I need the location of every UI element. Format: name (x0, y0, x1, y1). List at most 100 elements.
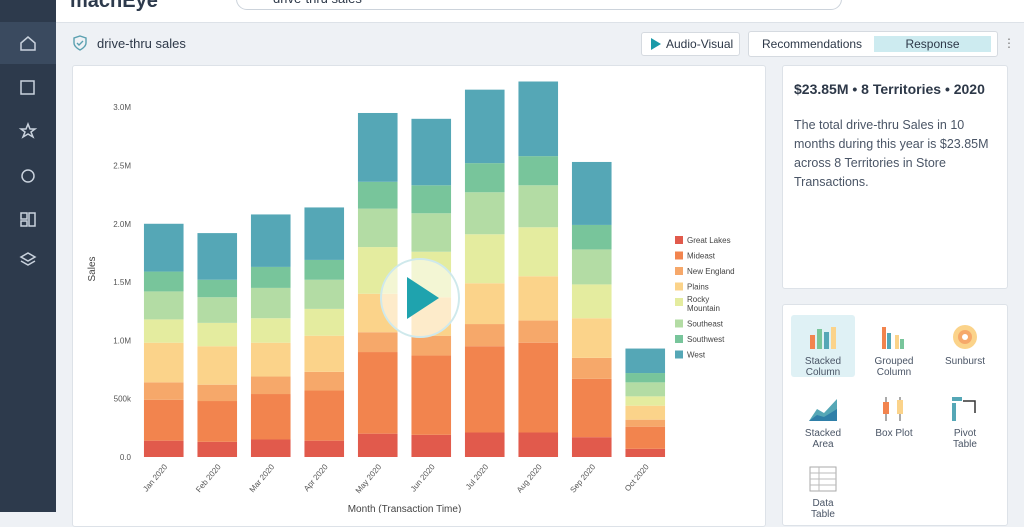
bar-segment (518, 342, 559, 433)
bar-segment (143, 440, 184, 457)
bar-segment (304, 335, 345, 372)
verified-icon (73, 35, 87, 51)
response-tab[interactable]: Response (874, 36, 991, 52)
legend-swatch (675, 236, 683, 244)
chart-type-icon (883, 397, 903, 421)
legend-label: Mideast (687, 252, 716, 261)
bar-segment (143, 271, 184, 292)
history-icon[interactable] (21, 169, 35, 183)
bar-segment (464, 346, 505, 433)
summary-text: The total drive-thru Sales in 10 months … (794, 118, 989, 189)
y-tick-label: 500k (114, 395, 132, 404)
bar-segment (197, 322, 238, 347)
bar-segment (304, 308, 345, 336)
search-box[interactable]: drive-thru sales (236, 0, 842, 10)
bar-segment (411, 185, 452, 214)
bar-segment (250, 394, 291, 440)
bar-segment (143, 382, 184, 400)
y-tick-label: 1.5M (113, 278, 131, 287)
chart-type-option[interactable]: Box Plot (862, 387, 926, 439)
x-tick-label: Jan 2020 (141, 462, 169, 493)
layers-icon[interactable] (19, 252, 37, 266)
bar-segment (518, 185, 559, 228)
home-icon[interactable] (20, 36, 36, 51)
bar-segment (518, 432, 559, 457)
chart-type-icon (810, 327, 836, 349)
bar-segment (357, 332, 398, 353)
bar-segment (625, 448, 666, 457)
bar-segment (518, 276, 559, 321)
y-tick-label: 1.0M (113, 336, 131, 345)
legend-label: Southwest (687, 335, 725, 344)
bar-segment (250, 318, 291, 343)
recommendations-tab[interactable]: Recommendations (762, 37, 863, 51)
chart: 0.0 500k 1.0M 1.5M 2.0M 2.5M 3.0M Sales Month (T… (87, 81, 735, 515)
bar-segment (304, 390, 345, 441)
bar-segment (518, 81, 559, 157)
chart-type-option[interactable]: Grouped Column (862, 315, 926, 378)
bar-segment (197, 346, 238, 385)
y-tick-label: 3.0M (113, 103, 131, 112)
play-overlay[interactable] (379, 257, 461, 339)
bar-segment (625, 396, 666, 406)
bar-segment (464, 192, 505, 235)
bar-segment (571, 224, 612, 250)
chart-type-icon (809, 399, 837, 421)
bar-segment (197, 441, 238, 457)
bar-segment (464, 89, 505, 164)
sidebar (0, 0, 56, 512)
chart-type-option[interactable]: Data Table (791, 457, 855, 520)
chart-type-option[interactable]: Stacked Area (791, 387, 855, 450)
play-icon (651, 38, 661, 50)
audio-visual-button[interactable]: Audio-Visual (641, 32, 740, 56)
chart-type-icon (952, 397, 976, 421)
sidebar-icons (0, 22, 56, 266)
chart-type-option[interactable]: Stacked Column (791, 315, 855, 378)
chart-type-label: Box Plot (875, 428, 913, 439)
bar-segment (197, 297, 238, 323)
chart-type-option[interactable]: Sunburst (933, 315, 997, 367)
x-tick-label: Jun 2020 (409, 462, 437, 493)
x-tick-label: May 2020 (354, 462, 384, 495)
bar-segment (250, 342, 291, 377)
bar-segment (357, 112, 398, 182)
bar-segment (411, 213, 452, 252)
bar-segment (571, 357, 612, 379)
bar-segment (357, 181, 398, 209)
legend-swatch (675, 298, 683, 306)
bar-segment (357, 208, 398, 248)
bar-segment (411, 335, 452, 356)
bar-segment (250, 439, 291, 457)
active-nav[interactable] (0, 22, 56, 64)
feed-icon[interactable] (20, 80, 35, 95)
legend-swatch (675, 251, 683, 260)
star-icon[interactable] (18, 121, 38, 139)
bar-segment (357, 352, 398, 434)
bar-segment (143, 319, 184, 343)
legend-label: Southeast (687, 320, 724, 329)
bar-segment (304, 279, 345, 309)
grid-icon[interactable] (20, 212, 28, 220)
bar-segment (250, 214, 291, 267)
logo[interactable]: machEye (70, 0, 158, 12)
x-tick-label: Mar 2020 (248, 462, 277, 494)
bar-segment (250, 266, 291, 288)
legend-swatch (675, 350, 683, 359)
chart-type-label: Stacked Column (804, 356, 842, 378)
view-toggle: Recommendations Response (748, 31, 998, 57)
more-menu[interactable]: ⋮ (1003, 36, 1015, 50)
bar-segment (571, 437, 612, 457)
chart-type-label: Stacked Area (804, 428, 842, 450)
bar-segment (571, 378, 612, 438)
bar-segment (411, 355, 452, 435)
chart-type-label: Sunburst (944, 356, 986, 367)
chart-type-option[interactable]: Pivot Table (933, 387, 997, 450)
bar-segment (304, 440, 345, 457)
bar-segment (625, 382, 666, 397)
legend-swatch (675, 319, 683, 328)
bar-segment (197, 384, 238, 402)
summary-card: $23.85M • 8 Territories • 2020 The total… (782, 65, 1008, 289)
bar-segment (518, 156, 559, 186)
